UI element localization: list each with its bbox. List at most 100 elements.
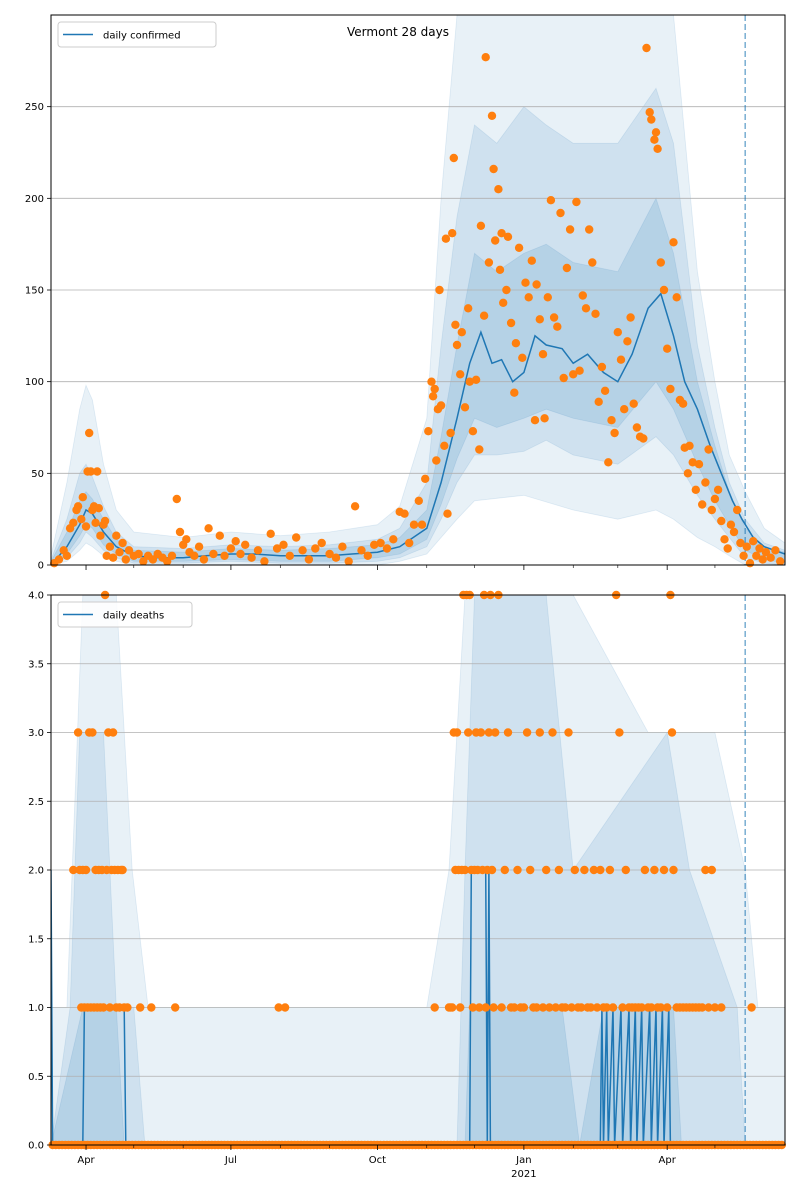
- data-point: [551, 1003, 560, 1012]
- data-point: [204, 524, 213, 533]
- data-point: [752, 551, 761, 560]
- data-point: [562, 263, 572, 273]
- data-point: [538, 1003, 548, 1012]
- data-point: [588, 258, 597, 267]
- data-point: [215, 531, 224, 540]
- data-point: [771, 546, 780, 555]
- chart-title: Vermont 28 days: [347, 25, 449, 39]
- data-point: [586, 1003, 595, 1012]
- data-point: [389, 535, 398, 544]
- data-point: [766, 553, 775, 562]
- data-point: [285, 551, 294, 560]
- data-point: [81, 865, 91, 875]
- data-point: [231, 537, 240, 546]
- data-point: [535, 728, 544, 737]
- data-point: [484, 258, 494, 267]
- data-point: [569, 370, 578, 379]
- data-point: [311, 544, 320, 553]
- data-point: [602, 1003, 611, 1012]
- x-tick-label: Apr: [77, 1155, 95, 1166]
- data-point: [726, 520, 736, 529]
- data-point: [691, 485, 700, 494]
- data-point: [464, 304, 473, 313]
- data-point: [589, 865, 599, 875]
- data-point: [502, 285, 511, 295]
- data-point: [460, 865, 470, 875]
- data-point: [572, 197, 581, 207]
- data-point: [147, 1003, 156, 1012]
- data-point: [194, 542, 204, 551]
- data-point: [510, 388, 519, 397]
- data-point: [499, 298, 508, 307]
- data-point: [118, 538, 127, 548]
- y-tick-label: 1.5: [28, 934, 44, 945]
- data-point: [226, 544, 236, 553]
- data-point: [607, 416, 616, 425]
- data-point: [292, 533, 301, 542]
- data-point: [452, 728, 462, 737]
- data-point: [553, 322, 562, 331]
- data-point: [580, 865, 589, 875]
- data-point: [325, 549, 334, 559]
- data-point: [688, 458, 697, 467]
- data-point: [742, 542, 751, 551]
- data-point: [710, 494, 720, 504]
- data-point: [357, 546, 366, 555]
- data-point: [556, 208, 565, 218]
- data-point: [427, 377, 436, 386]
- data-point: [543, 293, 552, 302]
- data-point: [663, 1003, 672, 1012]
- data-point: [139, 557, 148, 566]
- data-point: [430, 384, 439, 394]
- y-tick-label: 0.0: [28, 1141, 44, 1152]
- data-point: [554, 865, 564, 875]
- data-point: [457, 328, 466, 337]
- data-point: [683, 469, 693, 478]
- data-point: [78, 493, 88, 502]
- data-point: [647, 115, 656, 124]
- data-point: [148, 555, 158, 564]
- data-point: [441, 234, 451, 243]
- data-point: [650, 865, 659, 875]
- data-point: [344, 557, 353, 566]
- legend-box: [57, 21, 217, 48]
- data-point: [653, 144, 662, 153]
- data-point: [489, 164, 498, 174]
- data-point: [456, 1003, 465, 1012]
- data-point: [506, 318, 516, 328]
- data-point: [747, 1003, 756, 1012]
- data-point: [376, 538, 385, 548]
- x-tick-label: Jul: [224, 1155, 237, 1166]
- data-point: [220, 551, 229, 560]
- data-point: [163, 557, 172, 566]
- data-point: [69, 518, 78, 527]
- data-point: [121, 555, 130, 564]
- data-point: [363, 551, 372, 560]
- data-point: [608, 1003, 618, 1012]
- data-point: [350, 502, 360, 511]
- data-point: [105, 1003, 115, 1012]
- data-point: [400, 509, 409, 518]
- deaths-panel: 0.0 0.5 1.0 1.5 2.0 2.5 3.0 3.5 4.0 Apr Jul Oct Jan…: [28, 591, 786, 1180]
- data-point: [338, 542, 347, 551]
- data-point: [707, 505, 716, 515]
- data-point: [645, 108, 654, 117]
- data-point: [745, 559, 755, 568]
- data-point: [526, 865, 535, 875]
- data-point: [530, 416, 540, 425]
- data-point: [511, 339, 521, 348]
- data-point: [247, 553, 256, 562]
- data-point: [440, 441, 449, 450]
- data-point: [432, 456, 441, 465]
- data-point: [651, 128, 661, 137]
- data-point: [93, 467, 102, 476]
- y-tick-label: 50: [31, 469, 44, 480]
- data-point: [112, 531, 121, 540]
- data-point: [510, 1003, 519, 1012]
- data-point: [592, 1003, 602, 1012]
- y-tick-label: 200: [25, 194, 44, 205]
- data-point: [424, 427, 433, 436]
- x-tick-label: Oct: [369, 1155, 386, 1166]
- y-tick-label: 100: [25, 377, 44, 388]
- data-point: [532, 1003, 541, 1012]
